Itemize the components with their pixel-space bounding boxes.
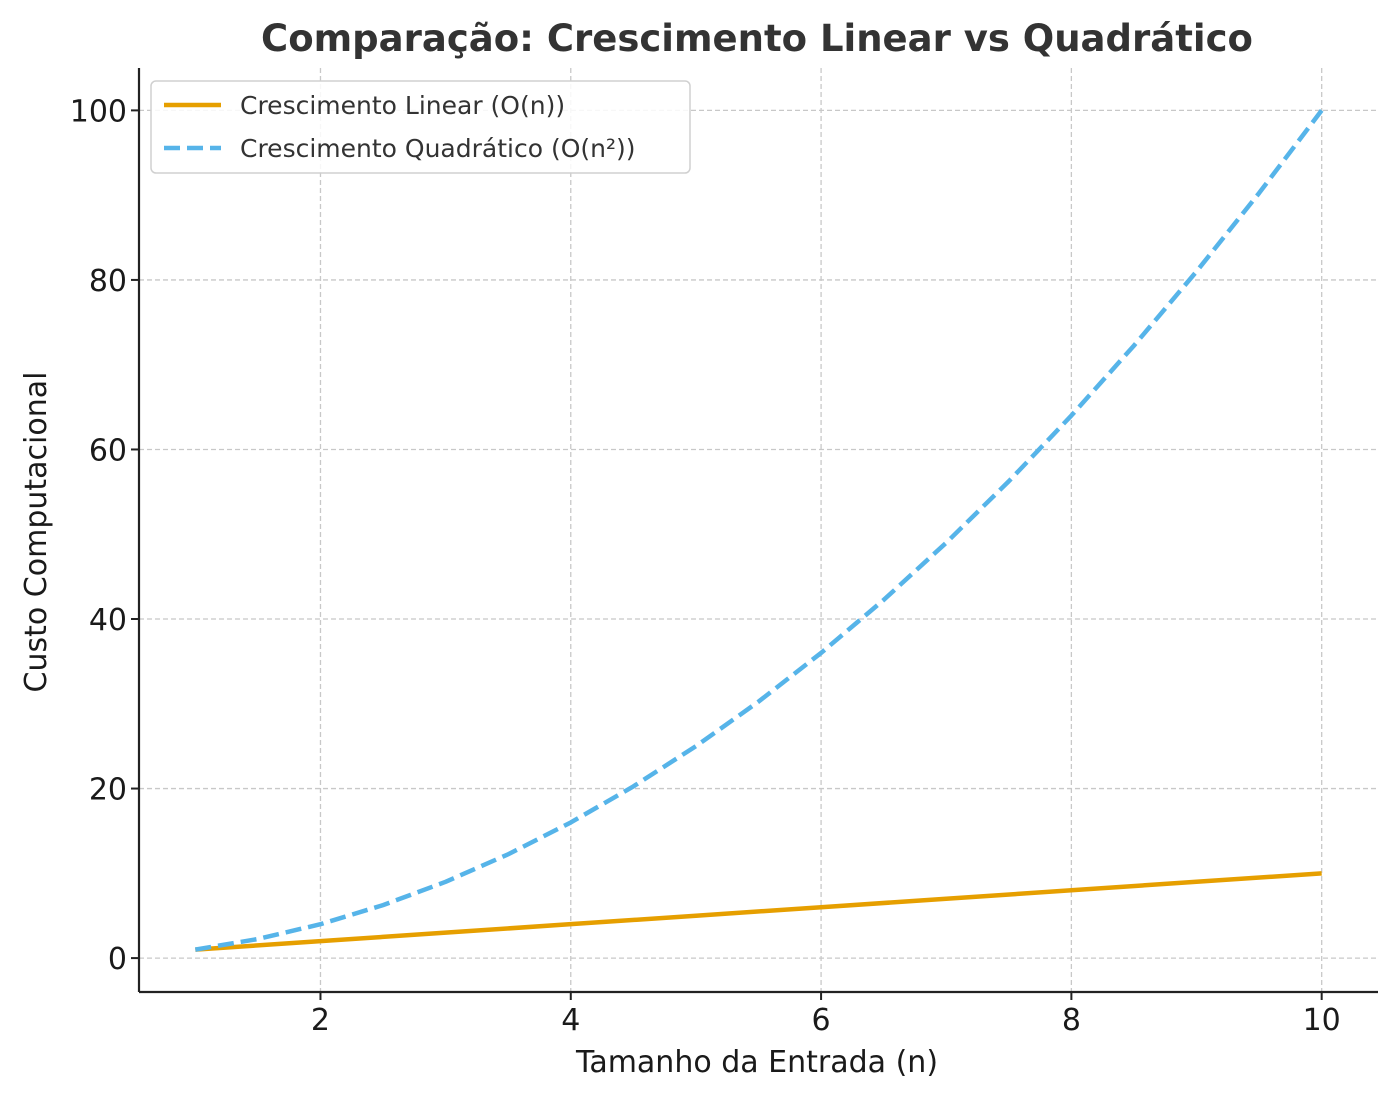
x-tick-label: 10 — [1303, 1003, 1341, 1038]
y-tick-label: 40 — [89, 603, 127, 638]
y-axis-label: Custo Computacional — [19, 372, 54, 693]
series-line-1 — [195, 871, 1322, 952]
y-tick-label: 80 — [89, 264, 127, 299]
legend-box — [150, 80, 691, 174]
legend-label-2: Crescimento Quadrático (O(n²)) — [240, 134, 636, 163]
y-tick-label: 0 — [108, 942, 127, 977]
x-tick-label: 8 — [1062, 1003, 1081, 1038]
legend: Crescimento Linear (O(n)) Crescimento Qua… — [150, 80, 691, 174]
series-line-2 — [194, 109, 1324, 952]
series-lines — [194, 109, 1324, 952]
x-tick-label: 4 — [561, 1003, 580, 1038]
x-tick-label: 6 — [812, 1003, 831, 1038]
x-tick-label: 2 — [311, 1003, 330, 1038]
y-tick-label: 20 — [89, 773, 127, 808]
chart-title: Comparação: Crescimento Linear vs Quadrá… — [261, 17, 1253, 60]
legend-label-1: Crescimento Linear (O(n)) — [240, 91, 565, 120]
axes — [131, 68, 1378, 1000]
grid — [139, 68, 1378, 992]
y-tick-label: 60 — [89, 433, 127, 468]
y-tick-label: 100 — [70, 94, 127, 129]
x-axis-label: Tamanho da Entrada (n) — [575, 1045, 938, 1080]
